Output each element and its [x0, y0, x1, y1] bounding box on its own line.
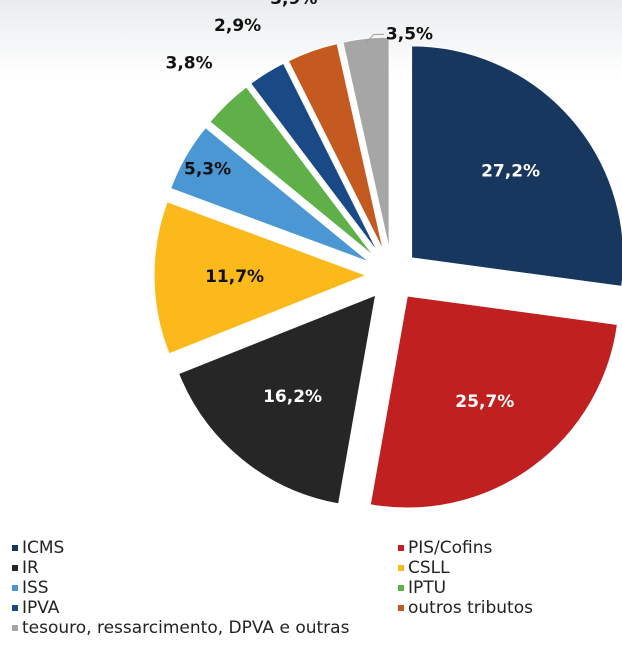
pie-slice: [411, 45, 622, 287]
data-label: 3,5%: [386, 24, 433, 44]
pie-slice: [153, 201, 368, 355]
legend-label: outros tributos: [408, 598, 533, 618]
legend-label: PIS/Cofins: [408, 538, 493, 558]
legend-swatch: [12, 585, 18, 591]
legend-label: IPTU: [408, 578, 446, 598]
legend-label: CSLL: [408, 558, 450, 578]
legend-label: ISS: [22, 578, 49, 598]
data-label: 2,9%: [214, 16, 261, 36]
pie-slice: [178, 294, 377, 505]
pie-slice: [249, 62, 379, 254]
legend-swatch: [12, 605, 18, 611]
legend-label: tesouro, ressarcimento, DPVA e outras: [22, 618, 350, 638]
pie-slice: [287, 42, 384, 251]
legend-swatch: [12, 565, 18, 571]
legend-swatch: [398, 605, 404, 611]
data-label: 16,2%: [263, 387, 322, 407]
pie-slice: [342, 36, 390, 250]
pie-slice: [209, 86, 375, 257]
legend-label: IPVA: [22, 598, 60, 618]
data-label: 5,3%: [184, 159, 231, 179]
leader-line: [365, 33, 384, 43]
data-label: 25,7%: [455, 392, 514, 412]
legend-swatch: [398, 565, 404, 571]
data-label: 27,2%: [481, 161, 540, 181]
data-label: 3,9%: [270, 0, 317, 9]
data-label: 11,7%: [205, 267, 264, 287]
data-label: 3,8%: [166, 54, 213, 74]
legend-label: IR: [22, 558, 39, 578]
legend-swatch: [398, 585, 404, 591]
legend-swatch: [398, 545, 404, 551]
legend-swatch: [12, 545, 18, 551]
pie-slice: [369, 295, 618, 509]
pie-slice: [169, 126, 370, 263]
legend-label: ICMS: [22, 538, 64, 558]
legend-swatch: [12, 625, 18, 631]
